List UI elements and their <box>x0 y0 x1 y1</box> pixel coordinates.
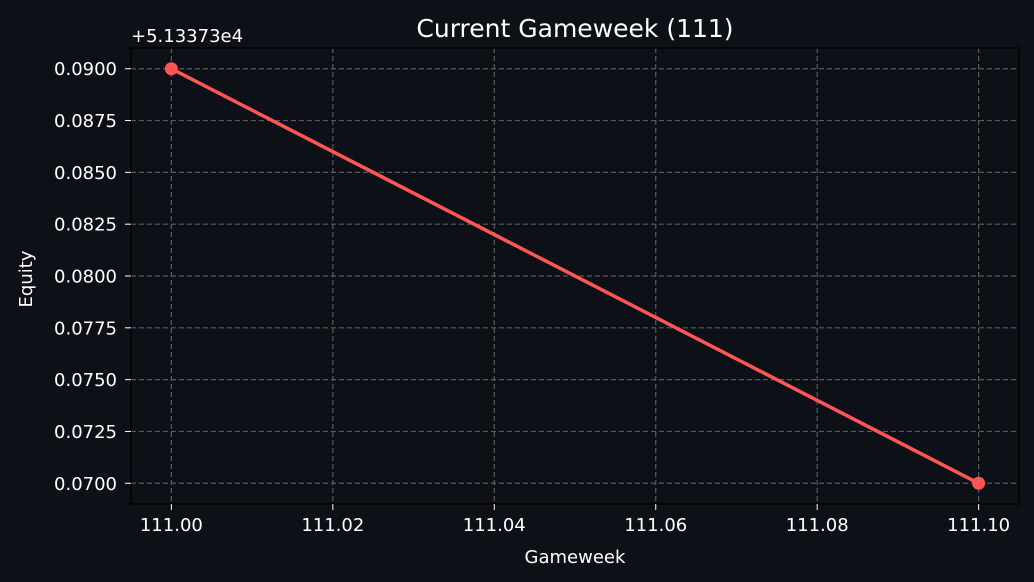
tick-labels: 111.00 111.02 111.04 111.06 111.08 111.10 0.09… <box>54 59 1010 536</box>
y-axis-label: Equity <box>16 250 37 307</box>
x-tick-label: 111.04 <box>463 515 526 536</box>
y-tick-label: 0.0875 <box>54 111 117 132</box>
data-point <box>164 62 178 76</box>
y-tick-label: 0.0750 <box>54 370 117 391</box>
y-tick-label: 0.0700 <box>54 474 117 495</box>
x-tick-label: 111.02 <box>301 515 364 536</box>
x-axis-label: Gameweek <box>525 547 626 568</box>
series-line <box>170 67 980 485</box>
data-point <box>972 476 986 490</box>
plot-series <box>164 62 986 490</box>
axes <box>125 47 1020 510</box>
y-tick-label: 0.0725 <box>54 422 117 443</box>
y-tick-label: 0.0775 <box>54 318 117 339</box>
x-tick-label: 111.08 <box>786 515 849 536</box>
y-tick-label: 0.0850 <box>54 163 117 184</box>
y-tick-label: 0.0825 <box>54 215 117 236</box>
y-tick-label: 0.0800 <box>54 267 117 288</box>
x-tick-label: 111.10 <box>947 515 1010 536</box>
x-tick-label: 111.06 <box>624 515 687 536</box>
y-offset-label: +5.13373e4 <box>131 26 243 47</box>
chart-title: Current Gameweek (111) <box>416 14 733 43</box>
grid-lines <box>131 48 1019 504</box>
x-tick-label: 111.00 <box>140 515 203 536</box>
y-tick-label: 0.0900 <box>54 59 117 80</box>
